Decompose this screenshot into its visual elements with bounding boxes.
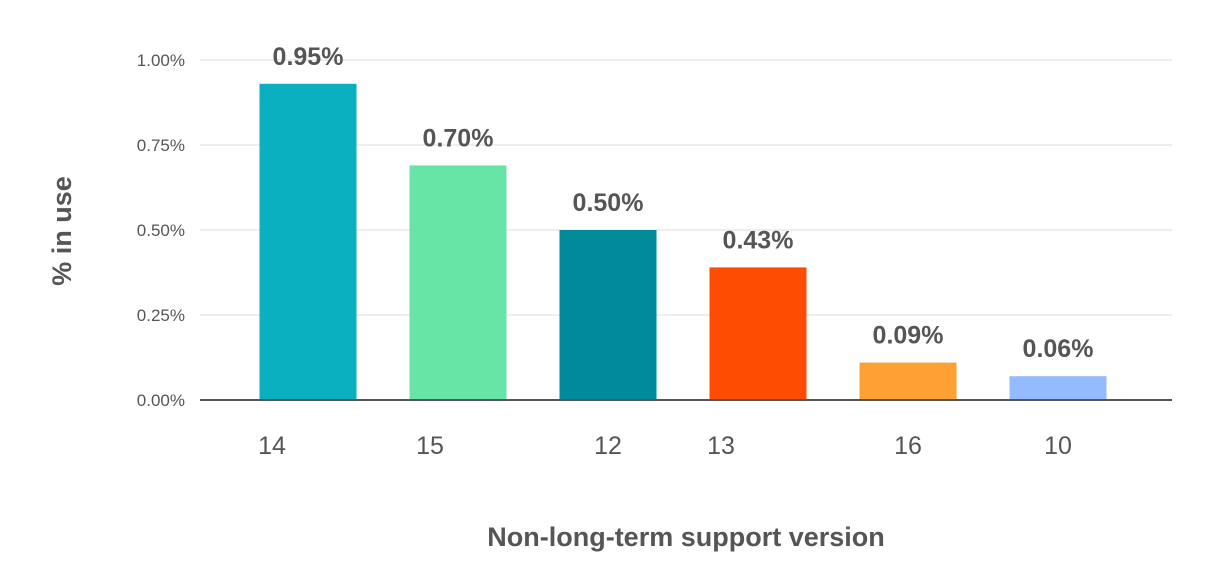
y-tick-label: 0.75%: [137, 136, 185, 155]
bar-13: [709, 267, 807, 400]
y-axis-title: % in use: [47, 176, 77, 286]
data-labels: 0.95% 0.70% 0.50% 0.43% 0.09% 0.06%: [273, 43, 1094, 363]
x-tick-label: 16: [894, 432, 922, 460]
y-axis-ticks: 0.00% 0.25% 0.50% 0.75% 1.00%: [137, 51, 185, 410]
x-axis-ticks: 14 15 12 13 16 10: [258, 432, 1072, 460]
bar-15: [409, 165, 507, 400]
y-tick-label: 0.00%: [137, 391, 185, 410]
y-tick-label: 1.00%: [137, 51, 185, 70]
data-label: 0.43%: [723, 226, 794, 254]
x-axis-title: Non-long-term support version: [487, 522, 885, 552]
data-label: 0.70%: [423, 124, 494, 152]
data-label: 0.09%: [873, 322, 944, 350]
bar-14: [259, 83, 357, 401]
bar-10: [1009, 376, 1107, 400]
y-tick-label: 0.25%: [137, 306, 185, 325]
y-tick-label: 0.50%: [137, 221, 185, 240]
bar-12: [559, 230, 657, 400]
data-label: 0.06%: [1023, 335, 1094, 363]
gridlines: [200, 59, 1172, 316]
x-tick-label: 14: [258, 432, 286, 460]
bars: [259, 83, 1107, 401]
x-tick-label: 13: [707, 432, 735, 460]
x-tick-label: 12: [594, 432, 622, 460]
x-tick-label: 15: [416, 432, 444, 460]
data-label: 0.50%: [573, 189, 644, 217]
x-tick-label: 10: [1044, 432, 1072, 460]
bar-16: [859, 362, 957, 400]
data-label: 0.95%: [273, 43, 344, 71]
